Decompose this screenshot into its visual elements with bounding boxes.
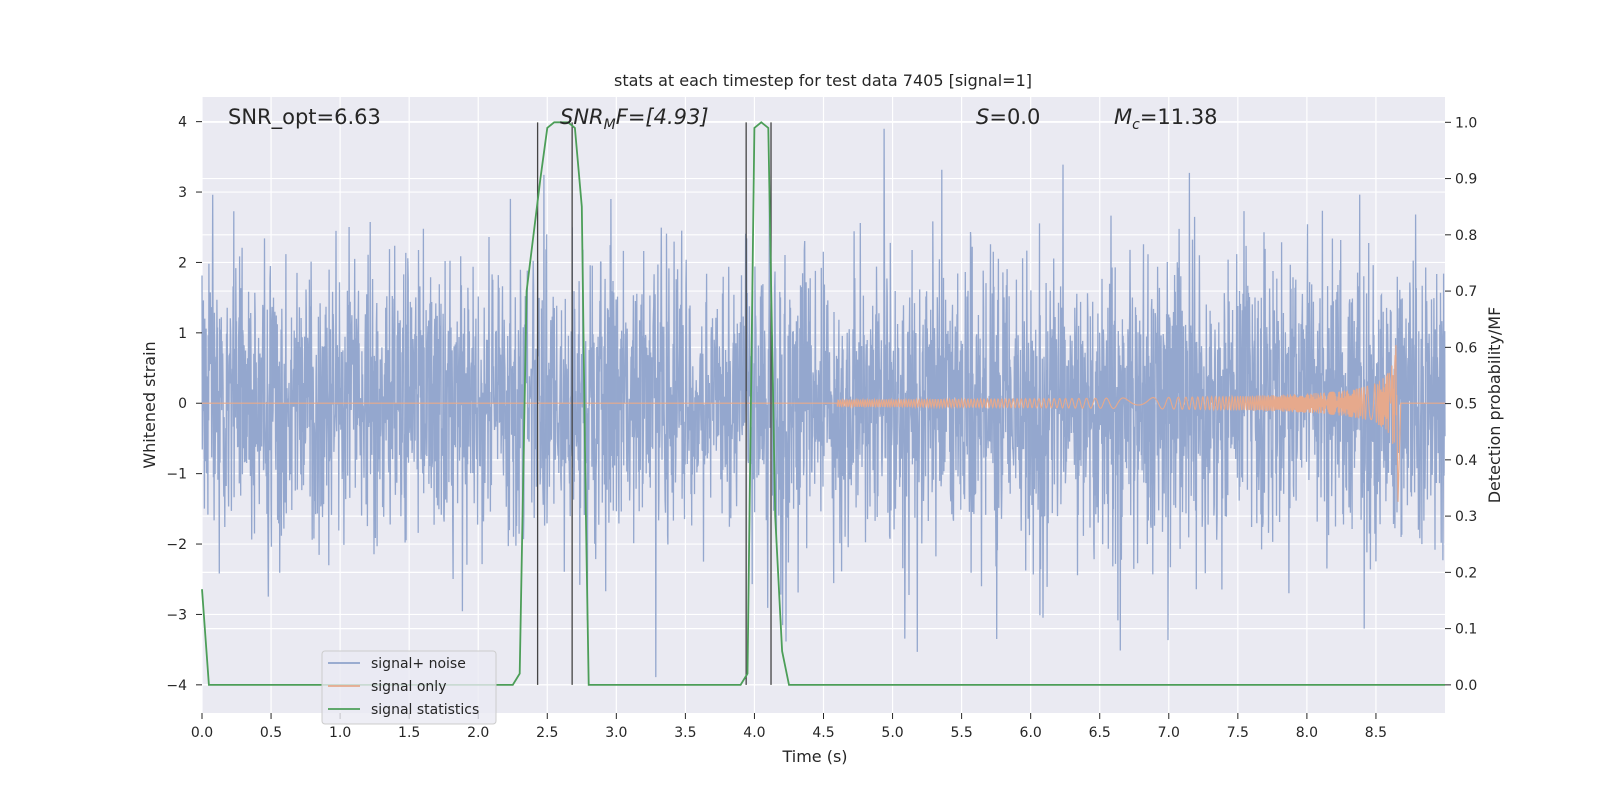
y2-tick-label: 0.5: [1455, 397, 1477, 413]
y-tick-label: 3: [178, 185, 187, 201]
y-axis-ticks: 4 3 2 1 0 −1 −2 −3 −4: [166, 115, 202, 694]
y2-tick-label: 0.1: [1455, 622, 1477, 638]
x-tick-label: 5.5: [950, 725, 972, 741]
x-tick-label: 1.0: [329, 725, 351, 741]
x-tick-label: 4.5: [812, 725, 834, 741]
mc-subscript: c: [1132, 117, 1140, 133]
x-tick-label: 0.0: [191, 725, 213, 741]
x-tick-label: 2.0: [467, 725, 489, 741]
x-tick-label: 7.5: [1227, 725, 1249, 741]
y-tick-label: −4: [166, 678, 187, 694]
signal-only-trace: [202, 345, 1445, 502]
legend-box: [321, 650, 497, 725]
chart-title: stats at each timestep for test data 740…: [614, 71, 1032, 90]
y2-tick-label: 1.0: [1455, 115, 1477, 131]
y-axis-label: Whitened strain: [140, 341, 159, 468]
legend-label-signal-noise: signal+ noise: [371, 656, 466, 672]
y2-tick-label: 0.9: [1455, 172, 1477, 188]
y2-tick-label: 0.6: [1455, 340, 1477, 356]
signal-noise-line: [201, 128, 1446, 678]
x-tick-label: 0.5: [260, 725, 282, 741]
signal-only-line: [202, 345, 1445, 502]
x-tick-label: 6.0: [1020, 725, 1042, 741]
s-annotation: S=0.0: [976, 105, 1040, 129]
y-tick-label: 4: [178, 115, 187, 131]
snr-mf-annotation: SNRMF=[4.93]: [560, 105, 709, 133]
detection-markers: [536, 122, 772, 685]
y-tick-label: 1: [178, 326, 187, 342]
legend-label-signal-statistics: signal statistics: [371, 702, 479, 718]
x-tick-label: 3.0: [605, 725, 627, 741]
y-tick-label: −1: [166, 467, 187, 483]
y2-tick-label: 0.7: [1455, 284, 1477, 300]
x-axis-ticks: 0.0 0.5 1.0 1.5 2.0 2.5 3.0 3.5 4.0 4.5 5.0 5.5 6.0 6…: [191, 713, 1387, 741]
y2-tick-label: 0.4: [1455, 453, 1477, 469]
y-tick-label: −3: [166, 607, 187, 623]
y2-tick-label: 0.8: [1455, 228, 1477, 244]
x-tick-label: 8.0: [1296, 725, 1318, 741]
mc-symbol: M: [1114, 105, 1132, 129]
y-tick-label: 2: [178, 255, 187, 271]
x-axis-label: Time (s): [781, 747, 847, 766]
y-tick-label: 0: [178, 396, 187, 412]
mc-value: =11.38: [1140, 105, 1218, 129]
signal-noise-trace: [201, 128, 1446, 678]
x-tick-label: 6.5: [1089, 725, 1111, 741]
x-tick-label: 5.0: [881, 725, 903, 741]
legend-label-signal-only: signal only: [371, 679, 446, 695]
s-symbol: S: [976, 105, 989, 129]
x-tick-label: 8.5: [1365, 725, 1387, 741]
s-value: =0.0: [989, 105, 1040, 129]
snr-opt-annotation: SNR_opt=6.63: [228, 105, 381, 130]
x-tick-label: 2.5: [536, 725, 558, 741]
x-tick-label: 4.0: [743, 725, 765, 741]
y-tick-label: −2: [166, 537, 187, 553]
y2-tick-label: 0.0: [1455, 678, 1477, 694]
mc-annotation: Mc=11.38: [1114, 105, 1218, 133]
x-tick-label: 1.5: [398, 725, 420, 741]
y2-tick-label: 0.2: [1455, 565, 1477, 581]
snr-mf-subscript: M: [604, 117, 616, 133]
x-tick-label: 7.0: [1158, 725, 1180, 741]
snr-mf-value: F=[4.93]: [616, 105, 709, 129]
x-tick-label: 3.5: [674, 725, 696, 741]
y2-axis-ticks: 1.0 0.9 0.8 0.7 0.6 0.5 0.4 0.3 0.2 0.1 0.0: [1445, 115, 1477, 694]
legend: signal+ noise signal only signal statist…: [321, 650, 497, 725]
snr-mf-symbol: SNR: [560, 105, 604, 129]
y2-axis-label: Detection probability/MF: [1485, 307, 1504, 504]
y2-tick-label: 0.3: [1455, 509, 1477, 525]
